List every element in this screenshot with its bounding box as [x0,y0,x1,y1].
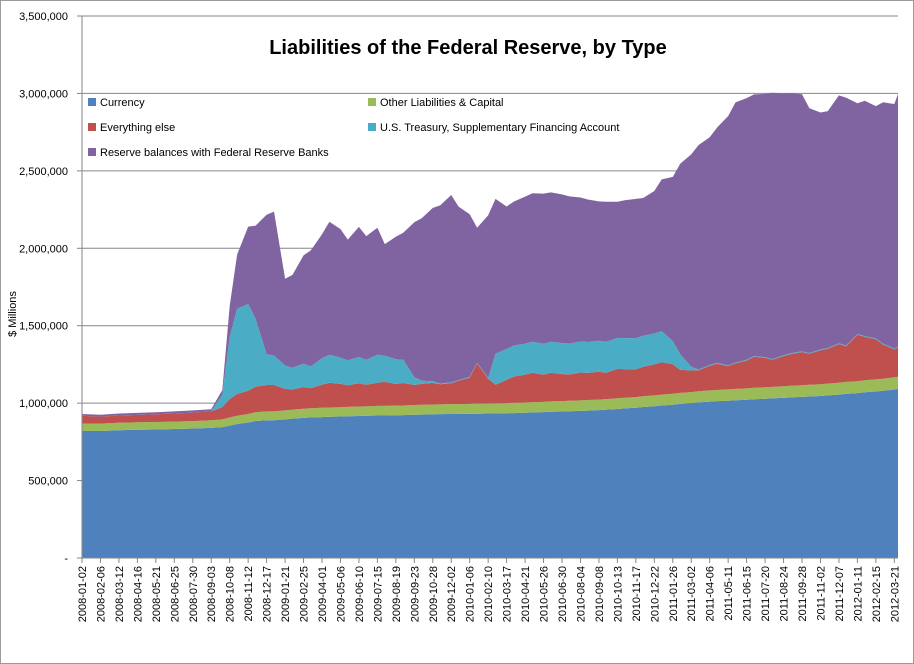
x-tick-label: 2010-04-21 [520,566,532,622]
x-tick-label: 2012-01-11 [852,566,864,621]
y-tick-label: - [64,553,68,565]
x-tick-label: 2010-05-26 [539,566,551,622]
x-tick-label: 2009-09-23 [409,566,421,622]
x-tick-label: 2008-03-12 [114,566,126,622]
x-tick-label: 2008-12-17 [262,566,274,622]
x-tick-label: 2010-03-17 [502,566,514,622]
x-tick-label: 2008-06-25 [169,566,181,622]
legend-swatch [88,98,96,106]
area-series-1 [82,388,898,558]
legend-label: Currency [100,97,145,109]
x-tick-label: 2008-09-03 [206,566,218,622]
x-tick-label: 2011-04-06 [705,566,717,621]
legend: Currency Other Liabilities & Capital Every… [88,97,619,159]
area-series-3 [82,334,898,424]
title-background [176,18,756,84]
y-axis-label: $ Millions [7,291,19,337]
x-tick-label: 2008-01-02 [77,566,89,622]
x-tick-label: 2011-12-07 [834,566,846,621]
y-tick-label: 3,500,000 [19,11,68,23]
x-tick-label: 2011-03-02 [686,566,698,621]
y-tick-label: 1,000,000 [19,398,68,410]
x-tick-label: 2012-02-15 [871,566,883,622]
x-tick-label: 2011-08-24 [779,566,791,621]
x-tick-label: 2011-07-20 [760,566,772,621]
x-tick-label: 2012-03-21 [889,566,901,622]
x-tick-label: 2009-06-10 [354,566,366,622]
x-tick-label: 2008-07-30 [188,566,200,622]
legend-label: U.S. Treasury, Supplementary Financing A… [380,122,619,134]
area-series-2 [82,376,898,431]
x-tick-label: 2009-10-28 [428,566,440,622]
x-tick-label: 2010-12-22 [649,566,661,622]
x-tick-label: 2011-01-26 [668,566,680,621]
x-axis-ticks: 2008-01-02 2008-02-06 2008-03-12 2008-04-16… [77,558,901,622]
x-tick-label: 2011-05-11 [723,566,735,621]
x-tick-label: 2011-06-15 [742,566,754,621]
x-tick-label: 2009-04-01 [317,566,329,622]
legend-swatch [88,123,96,131]
x-tick-label: 2010-11-17 [631,566,643,621]
axes [81,16,898,559]
area-series-5 [82,92,898,417]
y-tick-label: 1,500,000 [19,321,68,333]
legend-label: Everything else [100,122,175,134]
y-tick-label: 500,000 [28,476,68,488]
x-tick-label: 2008-10-08 [225,566,237,622]
x-tick-label: 2011-11-02 [816,566,828,621]
x-tick-label: 2011-09-28 [797,566,809,621]
legend-swatch [368,123,376,131]
x-tick-label: 2009-01-21 [280,566,292,622]
chart-title: Liabilities of the Federal Reserve, by T… [269,37,667,59]
y-axis-ticks: - 500,000 1,000,000 1,500,000 2,000,000 2,500… [19,11,82,565]
legend-label: Other Liabilities & Capital [380,97,504,109]
x-tick-label: 2010-08-04 [576,566,588,622]
x-tick-label: 2008-04-16 [132,566,144,622]
x-tick-label: 2008-02-06 [96,566,108,622]
y-tick-label: 2,500,000 [19,166,68,178]
x-tick-label: 2009-12-02 [446,566,458,622]
x-tick-label: 2009-07-15 [372,566,384,622]
x-tick-label: 2008-11-12 [243,566,255,621]
x-tick-label: 2010-09-08 [594,566,606,622]
stacked-areas [82,92,898,558]
x-tick-label: 2009-08-19 [391,566,403,622]
legend-label: Reserve balances with Federal Reserve Ba… [100,147,329,159]
x-tick-label: 2010-06-30 [557,566,569,622]
legend-swatch [88,148,96,156]
x-tick-label: 2009-05-06 [336,566,348,622]
area-series-4 [82,304,898,417]
x-tick-label: 2008-05-21 [151,566,163,622]
x-tick-label: 2010-02-10 [483,566,495,622]
legend-swatch [368,98,376,106]
x-tick-label: 2009-02-25 [299,566,311,622]
x-tick-label: 2010-10-13 [612,566,624,622]
y-tick-label: 3,000,000 [19,88,68,100]
y-tick-label: 2,000,000 [19,243,68,255]
x-tick-label: 2010-01-06 [465,566,477,622]
